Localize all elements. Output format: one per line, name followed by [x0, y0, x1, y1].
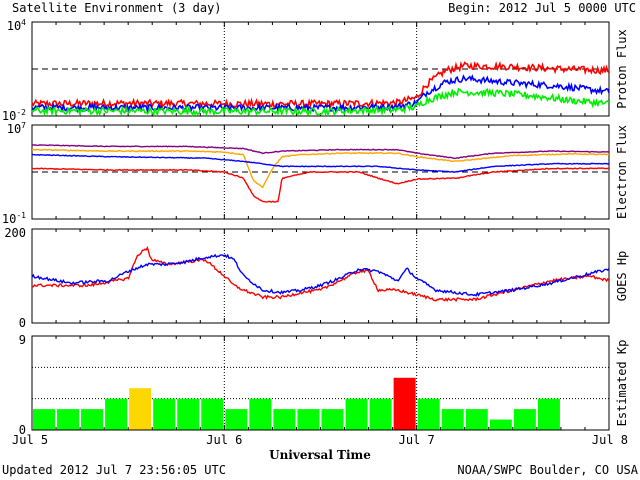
kp-ytick-bottom: 0	[19, 423, 26, 437]
electron-ytick-top: 107	[7, 121, 26, 136]
proton-ytick-top: 104	[7, 18, 26, 33]
kp-bar	[297, 409, 320, 430]
kp-bar	[201, 398, 224, 430]
kp-panel: 9 0 Estimated Kp	[19, 333, 629, 437]
kp-bar	[393, 377, 416, 430]
electron-series-blue	[31, 153, 610, 173]
kp-bar	[369, 398, 392, 430]
electron-series-group	[31, 125, 610, 219]
kp-bar	[177, 398, 200, 430]
kp-bar	[105, 398, 128, 430]
proton-series-green	[31, 87, 610, 118]
electron-series-red	[31, 167, 609, 203]
chart-title: Satellite Environment (3 day)	[12, 1, 222, 15]
goes-hp-series-group	[31, 229, 610, 323]
kp-bar	[273, 409, 296, 430]
kp-bar	[441, 409, 464, 430]
electron-series-purple	[31, 144, 610, 160]
kp-bar	[57, 409, 80, 430]
kp-bar	[417, 398, 440, 430]
proton-series-group	[31, 22, 610, 118]
kp-bar	[249, 398, 272, 430]
kp-bar	[513, 409, 536, 430]
proton-flux-panel: 104 10-2 Proton Flux	[2, 18, 629, 123]
kp-bar	[33, 409, 56, 430]
kp-bar	[153, 398, 176, 430]
electron-series-orange	[31, 148, 610, 189]
kp-plot-frame	[31, 335, 610, 431]
goes-hp-ytick-top: 200	[4, 226, 26, 240]
xtick-jul6: Jul 6	[206, 433, 242, 447]
kp-bar	[81, 409, 104, 430]
kp-bar	[537, 398, 560, 430]
kp-label: Estimated Kp	[615, 340, 629, 427]
goes_hp-series-red	[31, 245, 610, 303]
kp-ytick-top: 9	[19, 333, 26, 347]
proton-flux-label: Proton Flux	[615, 29, 629, 108]
goes_hp-series-blue	[31, 253, 610, 297]
kp-bar	[225, 409, 248, 430]
electron-flux-panel: 107 10-1 Electron Flux	[2, 121, 629, 226]
goes-hp-ytick-bottom: 0	[19, 316, 26, 330]
xtick-jul8: Jul 8	[592, 433, 628, 447]
kp-bars-group	[31, 336, 610, 430]
kp-bar	[321, 409, 344, 430]
proton-series-blue	[31, 73, 610, 114]
kp-bar	[465, 409, 488, 430]
kp-bar	[129, 388, 152, 430]
begin-date: Begin: 2012 Jul 5 0000 UTC	[448, 1, 636, 15]
proton-ytick-bottom: 10-2	[2, 108, 26, 123]
xtick-jul5: Jul 5	[12, 433, 48, 447]
kp-bar	[489, 419, 512, 430]
x-axis-title: Universal Time	[269, 448, 371, 462]
goes-hp-panel: 200 0 GOES Hp	[4, 226, 629, 330]
xtick-jul7: Jul 7	[399, 433, 435, 447]
goes-hp-label: GOES Hp	[615, 251, 629, 302]
credit-text: NOAA/SWPC Boulder, CO USA	[457, 463, 638, 477]
kp-bar	[345, 398, 368, 430]
updated-timestamp: Updated 2012 Jul 7 23:56:05 UTC	[2, 463, 226, 477]
electron-flux-label: Electron Flux	[615, 125, 629, 219]
electron-ytick-bottom: 10-1	[2, 211, 26, 226]
